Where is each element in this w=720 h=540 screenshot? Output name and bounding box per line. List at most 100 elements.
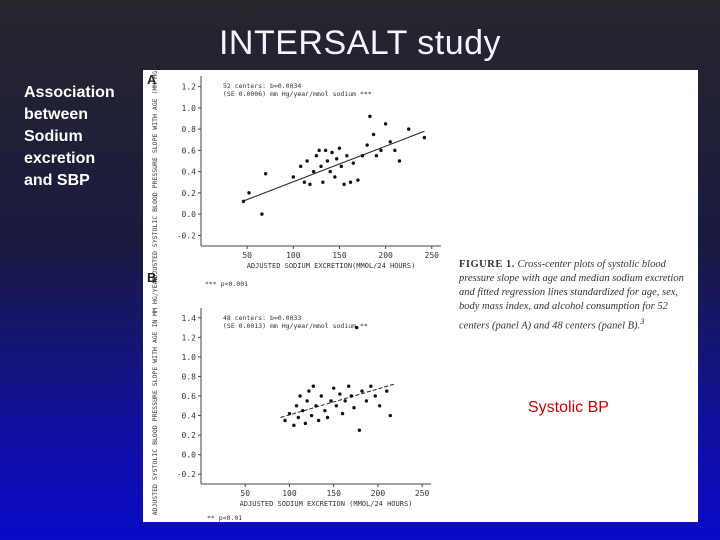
data-point (343, 399, 347, 403)
figure-caption: FIGURE 1. Cross-center plots of systolic… (459, 258, 691, 334)
data-point (241, 199, 246, 204)
data-point (339, 164, 344, 169)
data-point (379, 148, 383, 153)
data-point (374, 153, 379, 158)
caption-text: Cross-center plots of systolic blood pre… (459, 259, 684, 332)
data-point (406, 127, 411, 131)
data-point (340, 411, 345, 416)
data-point (260, 212, 264, 216)
side-label-line: Sodium (24, 128, 83, 145)
panel-letter: B (147, 270, 156, 285)
data-point (371, 132, 376, 137)
data-point (291, 175, 296, 179)
y-tick-label: 1.2 (182, 333, 197, 342)
y-tick-label: 0.8 (182, 125, 197, 134)
data-point (356, 178, 360, 182)
data-point (334, 157, 339, 161)
data-point (328, 169, 332, 174)
regression-line (242, 130, 425, 202)
x-tick-label: 250 (415, 489, 430, 498)
y-axis-label: ADJUSTED SYSTOLIC BLOOD PRESSURE SLOPE W… (151, 277, 159, 516)
data-point (314, 153, 319, 158)
data-point (369, 384, 373, 388)
slide-title: INTERSALT study (218, 24, 502, 62)
data-point (368, 114, 372, 119)
data-point (397, 159, 402, 163)
data-point (422, 135, 427, 140)
data-point (305, 399, 309, 403)
data-point (301, 408, 305, 413)
x-axis-label: ADJUSTED SODIUM EXCRETION(MMOL/24 HOURS) (247, 262, 416, 270)
data-point (385, 389, 389, 393)
data-point (347, 384, 351, 388)
data-point (345, 153, 349, 158)
figure-panel: -0.2 0.0 0.2 0.4 0.6 0.8 1.0 1.2 50 100 150 200 250 A… (143, 70, 698, 522)
data-point (321, 180, 325, 184)
data-point (354, 325, 359, 330)
data-point (383, 122, 388, 126)
x-tick-label: 100 (286, 251, 301, 260)
data-point (314, 404, 318, 408)
data-point (330, 150, 334, 155)
y-tick-label: 0.4 (182, 168, 197, 177)
data-point (298, 164, 303, 169)
data-point (338, 392, 342, 396)
side-label-line: and SBP (24, 172, 90, 189)
data-point (323, 408, 327, 413)
data-point (351, 161, 356, 165)
data-point (331, 386, 336, 390)
data-point (360, 153, 365, 158)
y-axis-label: ADJUSTED SYSTOLIC BLOOD PRESSURE SLOPE W… (151, 70, 159, 282)
legend-line: 48 centers: b=0.0033 (223, 314, 301, 322)
data-point (388, 140, 392, 144)
data-point (352, 406, 356, 410)
data-point (360, 389, 364, 393)
x-tick-label: 200 (378, 251, 393, 260)
x-tick-label: 100 (282, 489, 297, 498)
data-point (309, 413, 314, 418)
data-point (325, 415, 330, 420)
data-point (302, 180, 307, 184)
side-label: Association between Sodium excretion and… (24, 82, 142, 192)
data-point (337, 146, 342, 150)
side-label-line: excretion (24, 150, 96, 167)
legend-line: (SE 0.0006) mm Hg/year/mmol sodium *** (223, 90, 372, 98)
x-tick-label: 150 (332, 251, 347, 260)
x-tick-label: 50 (242, 251, 252, 260)
data-point (308, 182, 312, 187)
data-point (333, 175, 337, 179)
y-tick-label: 0.8 (182, 372, 197, 381)
x-axis-label: ADJUSTED SODIUM EXCRETION (MMOL/24 HOURS… (240, 500, 413, 508)
y-tick-label: 1.0 (182, 104, 197, 113)
y-tick-label: 0.0 (182, 210, 197, 219)
y-tick-label: 0.2 (182, 431, 197, 440)
legend-line: (SE 0.0013) mm Hg/year/mmol sodium ** (223, 322, 368, 330)
footnote: ** p<0.01 (207, 514, 242, 522)
y-tick-label: 0.4 (182, 412, 197, 421)
data-point (263, 172, 268, 176)
data-point (329, 399, 333, 403)
y-tick-label: 0.6 (182, 392, 197, 401)
x-tick-label: 200 (371, 489, 386, 498)
y-tick-label: 0.0 (182, 451, 197, 460)
y-tick-label: 0.2 (182, 189, 197, 198)
y-tick-label: 1.0 (182, 353, 197, 362)
data-point (342, 182, 346, 187)
data-point (364, 399, 369, 403)
data-point (365, 143, 369, 147)
data-point (303, 421, 308, 426)
data-point (283, 418, 287, 423)
x-tick-label: 150 (326, 489, 341, 498)
data-point (388, 413, 393, 418)
data-point (298, 394, 302, 398)
caption-superscript: 3 (640, 316, 645, 326)
data-point (348, 180, 353, 184)
x-tick-label: 250 (425, 251, 440, 260)
data-point (316, 418, 321, 423)
data-point (305, 159, 309, 163)
y-tick-label: 0.6 (182, 146, 197, 155)
systolic-bp-label: Systolic BP (528, 399, 609, 416)
x-tick-label: 50 (240, 489, 250, 498)
data-point (325, 159, 330, 163)
data-point (292, 423, 296, 428)
